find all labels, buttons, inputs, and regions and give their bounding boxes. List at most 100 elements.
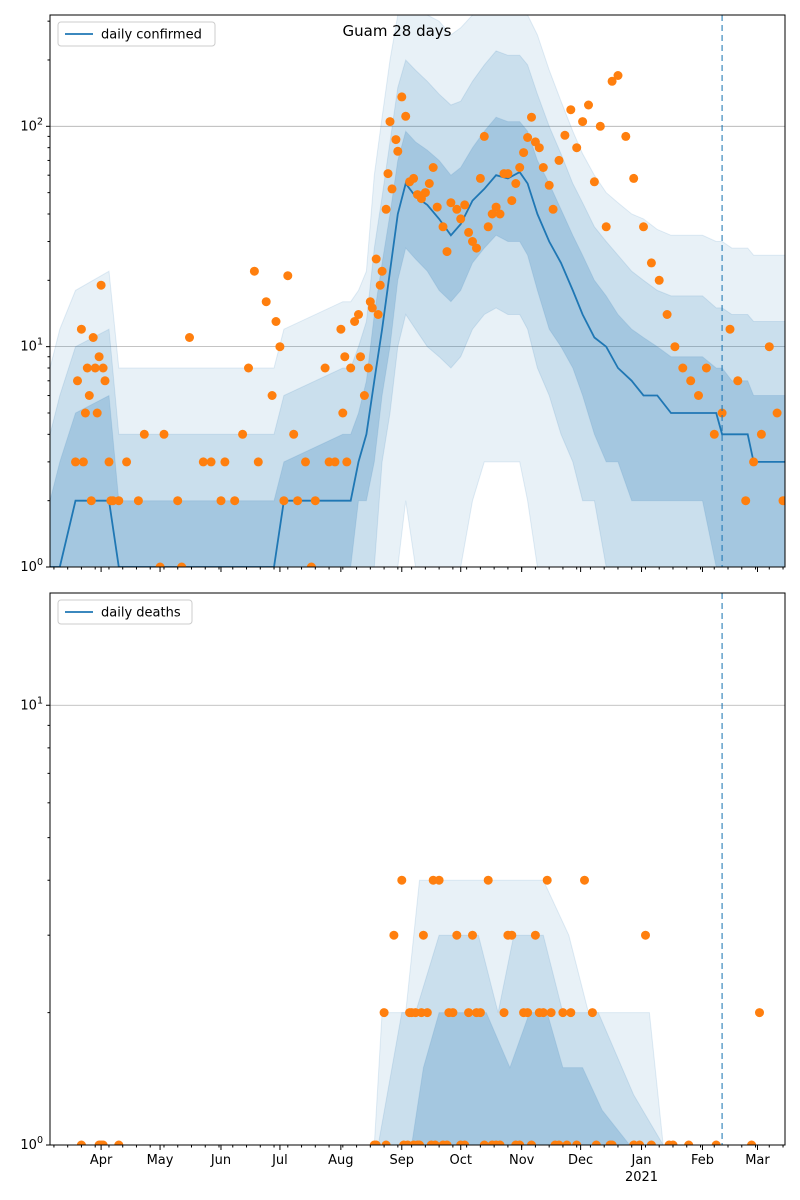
data-point <box>420 188 430 198</box>
data-point <box>98 1140 108 1145</box>
data-point <box>483 222 493 232</box>
data-point <box>428 163 438 172</box>
data-point <box>499 1008 509 1018</box>
data-point <box>387 184 397 194</box>
data-point <box>432 202 442 212</box>
data-point <box>415 1140 424 1145</box>
data-point <box>741 496 751 506</box>
data-point <box>668 1140 678 1145</box>
data-point <box>409 173 419 183</box>
x-tick-label: Jul <box>271 1153 288 1168</box>
data-point <box>468 237 477 246</box>
data-point <box>483 875 493 885</box>
data-point <box>261 297 271 307</box>
data-point <box>340 352 350 362</box>
data-point <box>71 457 80 467</box>
plot-area <box>50 15 785 567</box>
data-point <box>523 133 533 142</box>
data-point <box>301 457 310 467</box>
data-point <box>389 930 399 940</box>
data-point <box>629 173 639 183</box>
data-point <box>320 363 330 373</box>
data-point <box>646 258 656 268</box>
data-point <box>464 227 474 237</box>
data-point <box>621 131 631 141</box>
data-point <box>452 204 462 214</box>
data-point <box>249 266 259 276</box>
data-point <box>94 352 104 362</box>
data-point <box>554 1140 564 1145</box>
data-point <box>472 243 481 253</box>
data-point <box>507 930 517 940</box>
data-point <box>114 1140 124 1145</box>
axes-frame <box>49 14 786 568</box>
data-point <box>475 1008 485 1018</box>
data-point <box>238 429 248 439</box>
data-point <box>527 112 536 122</box>
x-tick-label: Dec <box>568 1153 593 1168</box>
data-point <box>607 1140 617 1145</box>
data-point <box>159 429 169 439</box>
data-point <box>422 1008 432 1018</box>
legend-box <box>57 21 216 47</box>
data-point <box>558 1008 568 1018</box>
data-point <box>701 363 711 373</box>
x-tick-label: Aug <box>328 1153 353 1168</box>
data-point <box>542 875 552 885</box>
data-point <box>434 875 444 885</box>
data-point <box>452 930 462 940</box>
data-point <box>397 92 407 102</box>
data-point <box>350 317 360 326</box>
legend-box <box>57 599 193 625</box>
x-tick-label: Jan <box>631 1153 652 1168</box>
data-point <box>363 363 373 373</box>
data-point <box>566 105 576 115</box>
data-point <box>275 342 285 352</box>
data-point <box>446 198 456 208</box>
data-point <box>491 202 501 212</box>
data-point <box>507 196 517 206</box>
data-point <box>749 457 759 467</box>
data-point <box>78 457 88 467</box>
data-point <box>772 408 782 418</box>
legend-entry: daily confirmed <box>101 28 202 43</box>
y-tick-exponent: 2 <box>37 116 43 127</box>
x-tick-label: Apr <box>90 1153 113 1168</box>
data-point <box>96 280 106 290</box>
data-point <box>725 324 735 334</box>
data-point <box>523 1008 533 1018</box>
data-point <box>530 930 540 940</box>
data-point <box>155 562 165 567</box>
data-point <box>84 391 94 400</box>
legend-entry: daily deaths <box>101 606 181 621</box>
data-point <box>381 204 391 214</box>
data-point <box>733 376 743 386</box>
data-point <box>511 179 521 188</box>
data-point <box>548 204 558 214</box>
data-point <box>546 1008 556 1018</box>
data-point <box>82 363 92 373</box>
data-point <box>635 1140 645 1145</box>
data-point <box>607 76 617 86</box>
y-tick-label: 102 <box>20 116 43 134</box>
data-point <box>289 429 299 439</box>
data-point <box>503 169 513 179</box>
data-point <box>495 1140 505 1145</box>
data-point <box>220 457 230 467</box>
data-point <box>686 376 696 386</box>
data-point <box>495 209 505 219</box>
data-point <box>279 496 289 506</box>
data-point <box>684 1140 694 1145</box>
data-point <box>216 496 226 506</box>
data-point <box>755 1008 764 1018</box>
legend: daily deaths <box>57 599 193 625</box>
data-point <box>244 363 253 373</box>
data-point <box>479 131 489 141</box>
data-point <box>346 363 356 373</box>
data-point <box>330 457 340 467</box>
data-point <box>641 930 650 940</box>
data-point <box>76 324 86 334</box>
y-tick-base: 10 <box>20 1138 37 1153</box>
data-point <box>538 1008 548 1018</box>
